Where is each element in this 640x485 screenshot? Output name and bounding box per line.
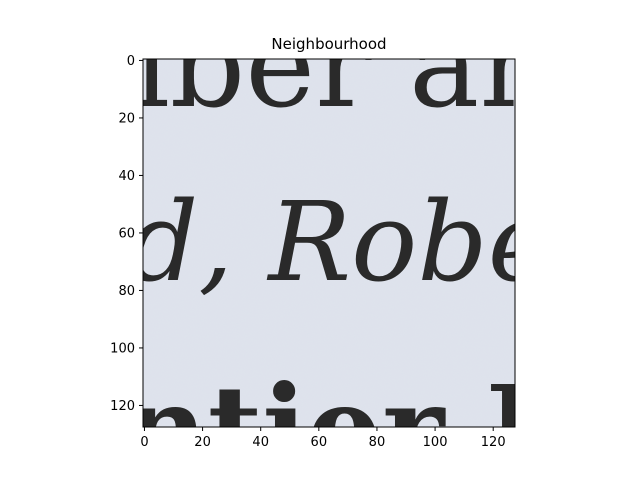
- y-axis: 0 20 40 60 80 100 120: [110, 54, 143, 414]
- y-tick-label: 100: [110, 341, 135, 356]
- chart-title: Neighbourhood: [271, 35, 386, 53]
- x-tick-label: 80: [369, 435, 386, 450]
- y-tick-label: 80: [118, 284, 135, 299]
- x-tick-label: 60: [311, 435, 328, 450]
- scan-line-3: ntier B: [122, 359, 585, 480]
- y-tick-label: 120: [110, 399, 135, 414]
- x-axis: 0 20 40 60 80 100 120: [140, 427, 506, 450]
- paper-texture: [143, 59, 515, 427]
- x-tick-label: 20: [194, 435, 211, 450]
- x-tick-label: 0: [140, 435, 148, 450]
- y-tick-label: 40: [118, 169, 135, 184]
- y-tick-label: 20: [118, 111, 135, 126]
- image-area: iber an d, Rober ntier B: [122, 0, 612, 480]
- scan-line-2: d, Rober: [128, 178, 612, 306]
- scan-line-1: iber an: [132, 0, 555, 134]
- y-tick-label: 60: [118, 226, 135, 241]
- y-tick-label: 0: [127, 54, 135, 69]
- x-tick-label: 120: [481, 435, 506, 450]
- x-tick-label: 100: [423, 435, 448, 450]
- axes-frame: [142, 58, 516, 428]
- x-tick-label: 40: [252, 435, 269, 450]
